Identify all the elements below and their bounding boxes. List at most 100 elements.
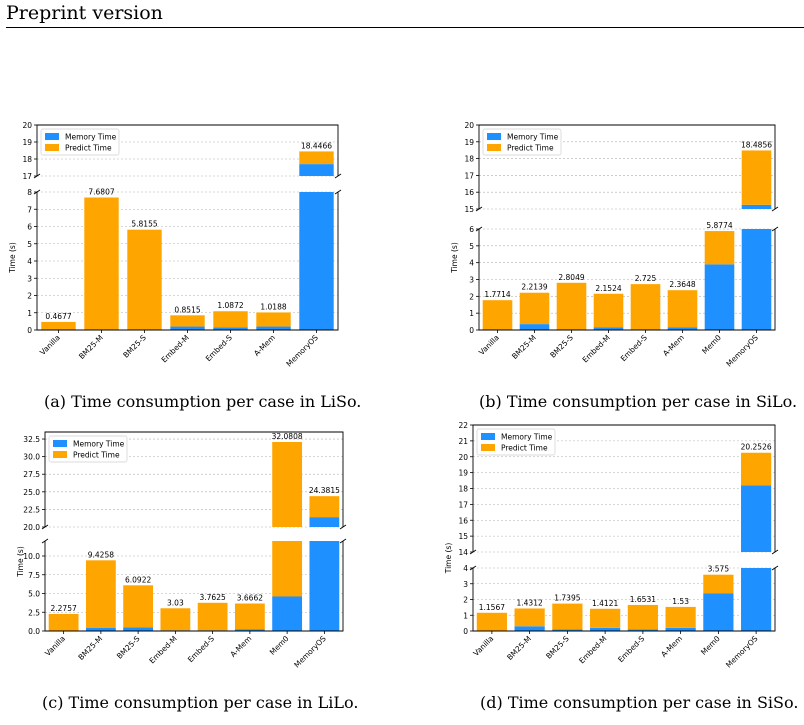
memory-bar (741, 204, 772, 209)
x-tick-label: Embed-S (204, 333, 234, 363)
legend-swatch-predict (487, 144, 501, 151)
axis-break-mark (339, 538, 347, 544)
x-tick-label: Vanilla (471, 634, 495, 658)
y-tick-label-lower: 5.0 (28, 590, 40, 599)
y-tick-label-lower: 3 (27, 274, 32, 283)
legend-box (48, 435, 128, 463)
predict-bar (552, 603, 583, 630)
legend-swatch-memory (481, 433, 495, 440)
y-tick-label-upper: 20 (464, 121, 474, 130)
y-tick-label-lower: 2.5 (28, 608, 40, 617)
total-value-label: 1.53 (672, 597, 689, 606)
predict-bar (309, 496, 340, 518)
memory-bar (213, 327, 248, 330)
y-tick-label-upper: 25.0 (23, 488, 40, 497)
y-tick-label-upper: 20 (458, 453, 468, 462)
total-value-label: 5.8774 (706, 221, 732, 230)
upper-axes-frame (44, 431, 344, 527)
x-tick-label: Embed-M (160, 333, 191, 364)
predict-bar (704, 231, 735, 265)
chart-svg: 14 15 16 17 18 19 20 21 22 0 1 2 3 4 1.1567 Vanilla 1.43… (444, 421, 779, 670)
total-value-label: 7.6807 (88, 188, 114, 197)
header-rule (6, 27, 804, 28)
memory-bar (741, 485, 772, 552)
total-value-label: 1.4121 (592, 599, 618, 608)
legend-box (40, 128, 120, 156)
total-value-label: 2.725 (635, 274, 657, 283)
y-tick-label-lower: 8 (27, 188, 32, 197)
memory-bar (299, 192, 334, 330)
total-value-label: 18.4856 (741, 140, 772, 149)
predict-bar (48, 613, 79, 631)
predict-bar (476, 612, 507, 631)
predict-bar (665, 606, 696, 628)
predict-bar (85, 560, 116, 628)
predict-bar (41, 321, 76, 330)
chart-svg: 20.0 22.5 25.0 27.5 30.0 32.5 0.0 2.5 5.0 7.5 10.0… (16, 431, 347, 670)
y-tick-label-upper: 16 (458, 516, 468, 525)
x-tick-label: Embed-S (619, 333, 649, 363)
total-value-label: 2.3648 (669, 280, 695, 289)
predict-bar (741, 150, 772, 205)
predict-bar (272, 541, 303, 597)
predict-bar (123, 585, 154, 628)
total-value-label: 20.2526 (741, 443, 772, 452)
y-tick-label-lower: 1 (469, 309, 474, 318)
y-tick-label-upper: 27.5 (23, 470, 40, 479)
legend-box (482, 128, 562, 156)
total-value-label: 9.4258 (88, 550, 114, 559)
x-tick-label: A-Mem (659, 634, 684, 659)
upper-axes-frame (472, 424, 776, 552)
y-tick-label-upper: 20.0 (23, 523, 40, 532)
predict-bar (482, 300, 513, 330)
legend-label-memory: Memory Time (65, 133, 117, 142)
total-value-label: 1.7395 (554, 594, 580, 603)
upper-axes-frame (36, 124, 339, 176)
legend-swatch-memory (45, 133, 59, 140)
axis-break-mark (334, 173, 342, 179)
memory-bar (667, 327, 698, 330)
lower-axes-frame (478, 229, 776, 331)
y-tick-label-upper: 14 (458, 548, 468, 557)
legend-label-memory: Memory Time (501, 433, 553, 442)
x-tick-label: Embed-S (186, 634, 216, 664)
x-tick-label: Vanilla (43, 634, 67, 658)
y-tick-label-lower: 1 (463, 611, 468, 620)
legend-swatch-predict (45, 144, 59, 151)
x-tick-label: Mem0 (268, 634, 291, 657)
total-value-label: 1.0872 (217, 301, 243, 310)
lower-axes-frame (44, 541, 344, 632)
predict-bar (514, 608, 545, 627)
axis-break-mark (33, 189, 41, 195)
total-value-label: 2.1524 (595, 284, 621, 293)
legend-label-memory: Memory Time (507, 133, 559, 142)
caption-lilo: (c) Time consumption per case in LiLo. (42, 693, 359, 712)
y-tick-label-upper: 19 (458, 469, 468, 478)
x-tick-label: Vanilla (38, 333, 62, 357)
predict-bar (703, 574, 734, 594)
x-tick-label: Vanilla (477, 333, 501, 357)
x-tick-label: Embed-M (577, 634, 608, 665)
legend-swatch-memory (53, 440, 67, 447)
x-tick-label: A-Mem (661, 333, 686, 358)
y-tick-label-lower: 2 (463, 596, 468, 605)
memory-bar (741, 229, 772, 330)
y-tick-label-upper: 19 (22, 138, 32, 147)
y-tick-label-upper: 16 (464, 188, 474, 197)
y-tick-label-upper: 15 (464, 205, 474, 214)
memory-bar (309, 517, 340, 527)
total-value-label: 1.7714 (484, 290, 510, 299)
x-tick-label: A-Mem (252, 333, 277, 358)
y-tick-label-lower: 4 (463, 564, 468, 573)
axis-break-mark (771, 226, 779, 232)
x-tick-label: MemoryOS (284, 333, 320, 369)
total-value-label: 24.3815 (309, 486, 340, 495)
axis-break-mark (771, 549, 779, 555)
memory-bar (704, 264, 735, 330)
y-tick-label-lower: 4 (27, 257, 32, 266)
y-tick-label-lower: 6 (27, 223, 32, 232)
x-tick-label: BM25-S (121, 333, 148, 360)
legend-label-memory: Memory Time (73, 440, 125, 449)
legend-label-predict: Predict Time (65, 144, 112, 153)
y-tick-label-upper: 30.0 (23, 453, 40, 462)
